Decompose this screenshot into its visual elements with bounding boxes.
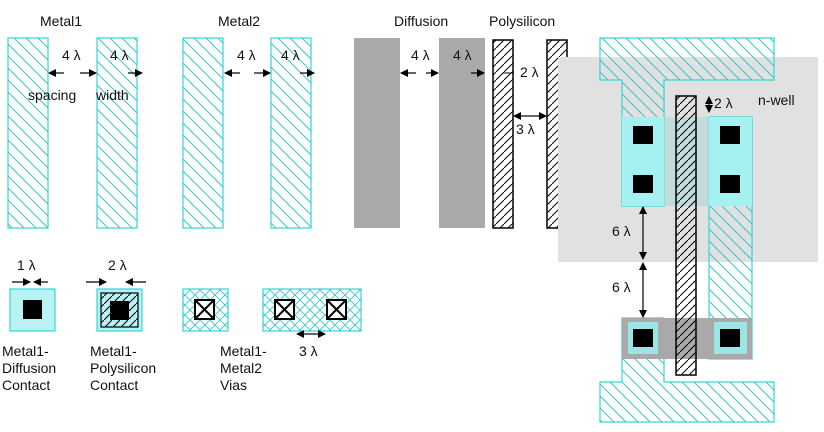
diff-contact-caption-1: Metal1- xyxy=(2,343,49,359)
poly-contact-caption-3: Contact xyxy=(90,377,138,393)
diff-contact-caption-2: Diffusion xyxy=(2,360,56,376)
nwell-label: n-well xyxy=(758,92,795,108)
diffusion-title: Diffusion xyxy=(394,13,448,29)
metal2-title: Metal2 xyxy=(218,13,260,29)
metal1-spacing-word: spacing xyxy=(28,87,76,103)
contact-surround-2-label: 2 λ xyxy=(108,257,127,273)
pmos-contact-1 xyxy=(633,126,653,144)
metal2-width-label: 4 λ xyxy=(281,47,300,63)
nmos-contact-1 xyxy=(633,329,653,347)
diffusion-region-right xyxy=(439,38,485,228)
metal1-width-label: 4 λ xyxy=(110,47,129,63)
contact-surround-1-label: 1 λ xyxy=(17,257,36,273)
metal1-wire-left xyxy=(7,37,49,229)
nmos-contact-2 xyxy=(720,329,740,347)
diff-contact-caption-3: Contact xyxy=(2,377,50,393)
via-spacing-label: 3 λ xyxy=(299,343,318,359)
poly-spacing-label: 3 λ xyxy=(516,121,535,137)
pmos-contact-3 xyxy=(720,126,740,144)
vias-caption-1: Metal1- xyxy=(220,343,267,359)
diffusion-spacing-label: 4 λ xyxy=(411,47,430,63)
poly-contact-cut xyxy=(110,301,129,320)
pmos-contact-2 xyxy=(633,175,653,193)
polysilicon-title: Polysilicon xyxy=(489,13,555,29)
diffusion-contact-cut xyxy=(23,300,42,319)
spacing-2-label: 6 λ xyxy=(612,279,631,295)
vias-caption-2: Metal2 xyxy=(220,360,262,376)
metal1-wire-right xyxy=(96,37,138,229)
metal1-title: Metal1 xyxy=(40,13,82,29)
via-pair-cut-right xyxy=(326,299,347,320)
via-pair-cut-left xyxy=(274,299,295,320)
diffusion-width-label: 4 λ xyxy=(453,47,472,63)
via-single-cut xyxy=(194,299,215,320)
metal1-width-word: width xyxy=(95,87,129,103)
poly-contact-caption-2: Polysilicon xyxy=(90,360,156,376)
poly-wire-left xyxy=(492,39,514,229)
metal2-spacing-label: 4 λ xyxy=(237,47,256,63)
vias-caption-3: Vias xyxy=(220,377,247,393)
well-overlap-label: 2 λ xyxy=(714,95,733,111)
poly-width-label: 2 λ xyxy=(520,64,539,80)
poly-gate xyxy=(675,95,697,376)
pmos-contact-4 xyxy=(720,175,740,193)
poly-contact-caption-1: Metal1- xyxy=(90,343,137,359)
metal1-spacing-label: 4 λ xyxy=(62,47,81,63)
diffusion-region-left xyxy=(354,38,400,228)
metal2-wire-right xyxy=(270,37,312,229)
metal2-wire-left xyxy=(182,37,224,229)
spacing-1-label: 6 λ xyxy=(612,223,631,239)
